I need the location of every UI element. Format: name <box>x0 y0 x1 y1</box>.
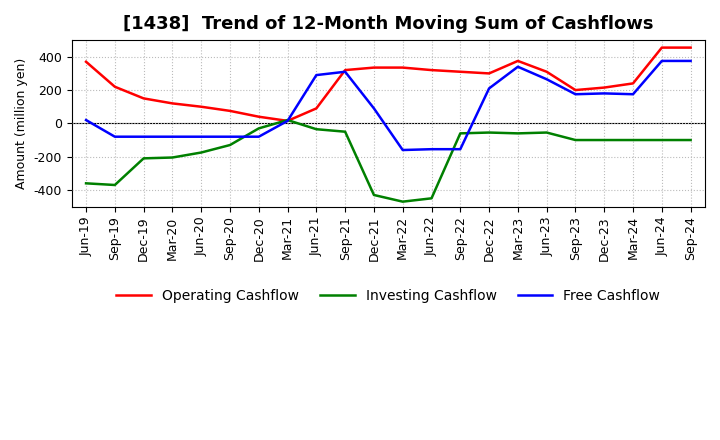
Operating Cashflow <box>254 114 263 119</box>
Investing Cashflow <box>254 126 263 131</box>
Investing Cashflow <box>629 137 637 143</box>
Investing Cashflow <box>341 129 349 134</box>
Free Cashflow <box>225 134 234 139</box>
Free Cashflow <box>657 58 666 63</box>
Free Cashflow <box>427 147 436 152</box>
Operating Cashflow <box>197 104 205 110</box>
Operating Cashflow <box>110 84 119 89</box>
Free Cashflow <box>456 147 464 152</box>
Operating Cashflow <box>341 67 349 73</box>
Investing Cashflow <box>312 127 320 132</box>
Operating Cashflow <box>485 71 493 76</box>
Investing Cashflow <box>485 130 493 135</box>
Operating Cashflow <box>82 59 91 64</box>
Operating Cashflow <box>542 69 551 74</box>
Free Cashflow <box>254 134 263 139</box>
Free Cashflow <box>542 77 551 82</box>
Investing Cashflow <box>427 196 436 201</box>
Title: [1438]  Trend of 12-Month Moving Sum of Cashflows: [1438] Trend of 12-Month Moving Sum of C… <box>123 15 654 33</box>
Free Cashflow <box>686 58 695 63</box>
Line: Free Cashflow: Free Cashflow <box>86 61 690 150</box>
Investing Cashflow <box>398 199 407 204</box>
Operating Cashflow <box>139 96 148 101</box>
Y-axis label: Amount (million yen): Amount (million yen) <box>15 58 28 189</box>
Free Cashflow <box>485 86 493 91</box>
Operating Cashflow <box>398 65 407 70</box>
Investing Cashflow <box>657 137 666 143</box>
Free Cashflow <box>139 134 148 139</box>
Free Cashflow <box>168 134 176 139</box>
Free Cashflow <box>312 73 320 78</box>
Operating Cashflow <box>629 81 637 86</box>
Investing Cashflow <box>139 156 148 161</box>
Free Cashflow <box>600 91 608 96</box>
Free Cashflow <box>197 134 205 139</box>
Operating Cashflow <box>369 65 378 70</box>
Free Cashflow <box>341 69 349 74</box>
Free Cashflow <box>513 64 522 70</box>
Investing Cashflow <box>283 117 292 123</box>
Investing Cashflow <box>82 181 91 186</box>
Free Cashflow <box>398 147 407 153</box>
Investing Cashflow <box>686 137 695 143</box>
Investing Cashflow <box>513 131 522 136</box>
Investing Cashflow <box>369 192 378 198</box>
Line: Operating Cashflow: Operating Cashflow <box>86 48 690 121</box>
Operating Cashflow <box>225 108 234 114</box>
Line: Investing Cashflow: Investing Cashflow <box>86 120 690 202</box>
Investing Cashflow <box>542 130 551 135</box>
Operating Cashflow <box>312 106 320 111</box>
Operating Cashflow <box>283 118 292 124</box>
Free Cashflow <box>82 117 91 123</box>
Operating Cashflow <box>600 85 608 90</box>
Operating Cashflow <box>427 67 436 73</box>
Free Cashflow <box>629 92 637 97</box>
Operating Cashflow <box>168 101 176 106</box>
Free Cashflow <box>369 106 378 111</box>
Operating Cashflow <box>571 88 580 93</box>
Investing Cashflow <box>225 143 234 148</box>
Investing Cashflow <box>168 155 176 160</box>
Operating Cashflow <box>513 58 522 63</box>
Operating Cashflow <box>686 45 695 50</box>
Investing Cashflow <box>197 150 205 155</box>
Operating Cashflow <box>657 45 666 50</box>
Operating Cashflow <box>456 69 464 74</box>
Free Cashflow <box>283 118 292 124</box>
Investing Cashflow <box>110 182 119 187</box>
Free Cashflow <box>571 92 580 97</box>
Legend: Operating Cashflow, Investing Cashflow, Free Cashflow: Operating Cashflow, Investing Cashflow, … <box>111 283 666 308</box>
Free Cashflow <box>110 134 119 139</box>
Investing Cashflow <box>456 131 464 136</box>
Investing Cashflow <box>571 137 580 143</box>
Investing Cashflow <box>600 137 608 143</box>
